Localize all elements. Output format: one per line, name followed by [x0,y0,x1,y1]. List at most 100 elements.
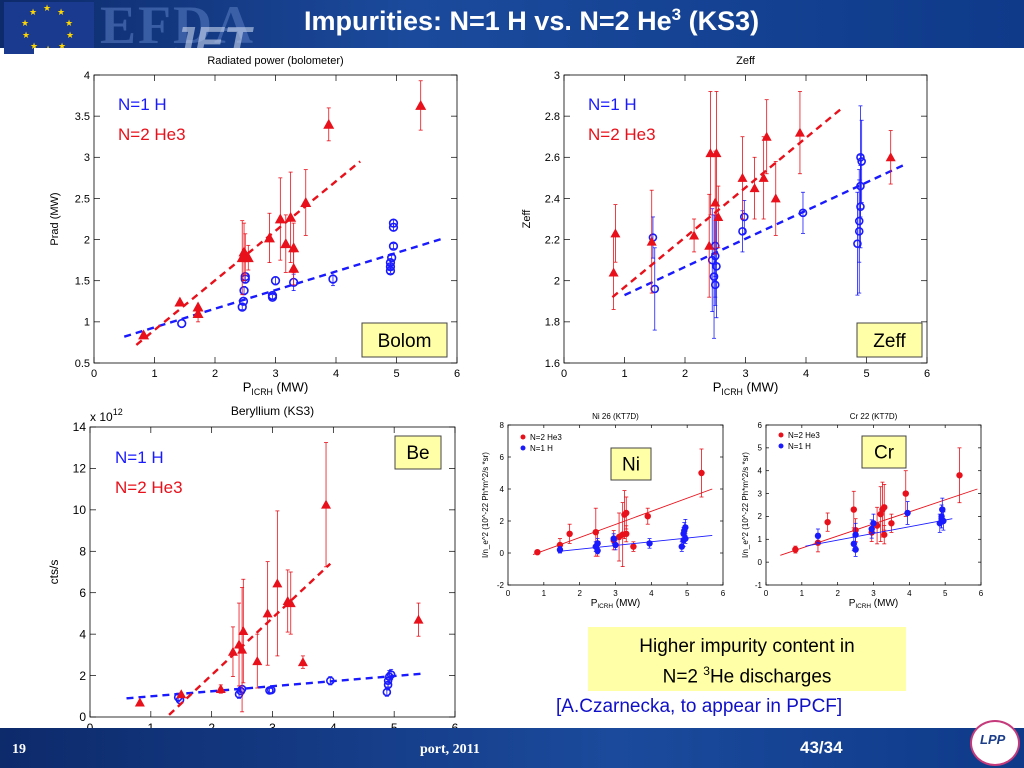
cr-data-point [939,506,946,513]
ni-y-tick-label: 0 [500,549,505,558]
cr-x-tick-label: 0 [764,589,769,598]
be-label-box-text: Be [406,443,429,464]
title-bar [0,0,1024,48]
cr-fit-line [805,518,953,547]
zeff-x-tick-label: 2 [682,368,688,380]
be-data-point [238,626,249,636]
prad-x-tick-label: 5 [393,368,399,380]
ni-data-point [623,509,630,517]
slide-title: Impurities: N=1 H vs. N=2 He3 (KS3) [304,5,760,36]
zeff-y-tick-label: 1.8 [545,317,560,329]
zeff-x-tick-label: 1 [621,368,627,380]
cr-data-point [888,520,895,527]
be-y-tick-label: 4 [79,627,86,641]
zeff-data-point [608,267,619,277]
prad-data-point [285,211,297,222]
footer-left-text: 19 [12,742,26,757]
cr-x-axis-label: PICRH (MW) [849,598,899,610]
be-label-box [394,435,442,470]
be-exponent-label: x 1012 [90,407,123,424]
cr-data-point [868,525,875,533]
prad-data-point [385,257,396,268]
footer-bar [0,728,1024,768]
ni-x-tick-label: 5 [685,589,690,598]
cr-y-tick-label: 2 [758,512,763,521]
prad-data-point [138,329,150,340]
cr-y-tick-label: 0 [758,558,763,567]
prad-data-point [177,318,187,329]
cr-legend-entry: N=2 He3 [788,431,820,440]
prad-data-point [274,213,286,224]
prad-data-point [328,274,338,284]
zeff-data-point [709,272,719,281]
zeff-legend-entry: N=1 H [588,95,637,114]
zeff-data-point [856,152,865,162]
cr-data-point [814,532,822,540]
cr-data-point [881,504,888,511]
zeff-x-tick-label: 5 [863,368,869,380]
zeff-y-tick-label: 2.2 [545,234,560,246]
be-data-point [227,646,238,656]
be-y-tick-label: 0 [79,710,86,724]
prad-data-point [300,197,312,207]
cr-data-point [852,531,859,538]
ni-data-point [623,530,630,537]
cr-y-axis-label: I/n_e^2 (10^-22 Ph*m^2/s *sr) [741,452,750,558]
ni-legend-entry: N=1 H [530,444,553,453]
reference-text: [A.Czarnecka, to appear in PPCF] [556,696,843,717]
zeff-x-tick-label: 0 [561,368,567,380]
zeff-y-tick-label: 1.6 [545,358,560,370]
zeff-data-point [761,131,772,141]
prad-y-tick-label: 4 [84,70,90,82]
zeff-data-point [646,236,657,246]
zeff-data-point [737,172,748,182]
zeff-axes-frame [563,74,928,364]
zeff-data-point [710,197,721,207]
ni-data-point [592,529,599,536]
prad-data-point [242,252,254,263]
ni-data-point [682,524,689,531]
zeff-y-tick-label: 3 [554,70,560,82]
cr-y-tick-label: 5 [758,444,763,453]
zeff-label-box-text: Zeff [873,331,906,352]
cr-data-point [904,509,911,517]
ni-label-box [610,447,652,481]
be-legend-entry: N=1 H [115,448,164,467]
cr-data-point [902,490,909,497]
zeff-data-point [794,127,805,137]
prad-data-point [174,296,186,307]
cr-data-point [824,518,831,526]
ni-data-point [594,540,601,547]
prad-data-point [192,308,204,319]
ni-x-tick-label: 4 [649,589,654,598]
cr-data-point [850,506,857,513]
prad-data-point [323,118,335,129]
ni-y-tick-label: -2 [497,581,505,590]
ni-legend-marker [520,445,526,451]
prad-x-tick-label: 0 [91,368,97,380]
footer-mid-text: port, 2011 [420,742,480,757]
zeff-y-tick-label: 2.6 [545,152,560,164]
be-data-point [272,578,283,588]
be-y-tick-label: 14 [73,420,87,434]
cr-data-point [881,531,888,538]
prad-x-axis-label: PICRH (MW) [243,380,309,397]
page-number: 43/34 [800,738,843,757]
prad-x-tick-label: 2 [212,368,218,380]
be-data-point [176,689,187,699]
ni-y-tick-label: 8 [500,421,505,430]
zeff-data-point [739,212,749,222]
zeff-data-point [857,157,866,166]
zeff-x-tick-label: 4 [803,368,809,380]
ni-data-point [646,540,653,547]
prad-label-box-text: Bolom [378,331,432,352]
cr-x-tick-label: 4 [907,589,912,598]
be-data-point [134,697,145,707]
prad-y-tick-label: 0.5 [75,358,90,370]
zeff-chart-title: Zeff [736,55,756,67]
cr-y-tick-label: 6 [758,421,763,430]
zeff-data-point [711,148,722,158]
ni-x-tick-label: 6 [721,589,726,598]
cr-data-point [852,546,859,553]
